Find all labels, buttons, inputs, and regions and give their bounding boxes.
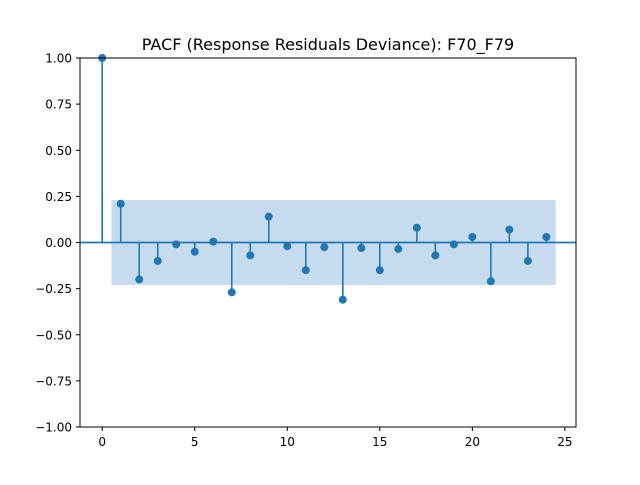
stem-marker-lag-8 (246, 251, 255, 260)
stem-marker-lag-21 (486, 277, 495, 286)
stem-marker-lag-3 (153, 256, 162, 265)
stem-marker-lag-7 (227, 288, 236, 297)
stem-marker-lag-6 (209, 237, 218, 246)
stem-marker-lag-18 (431, 251, 440, 260)
stem-marker-lag-16 (394, 244, 403, 253)
x-tick-label: 15 (372, 435, 387, 449)
y-tick-label: 0.50 (45, 144, 72, 158)
stem-marker-lag-15 (375, 266, 384, 275)
y-tick-label: 0.75 (45, 98, 72, 112)
y-tick-label: −0.75 (35, 374, 72, 388)
x-tick-label: 0 (98, 435, 106, 449)
stem-marker-lag-24 (542, 232, 551, 241)
stem-marker-lag-12 (320, 243, 329, 252)
stem-marker-lag-13 (338, 295, 347, 304)
y-tick-label: 0.25 (45, 190, 72, 204)
stem-marker-lag-1 (116, 199, 125, 208)
chart-title: PACF (Response Residuals Deviance): F70_… (142, 35, 514, 55)
y-tick-label: 0.00 (45, 236, 72, 250)
plot-area: 0 5 10 15 20 25 1.00 0.75 0.50 0.25 0.00 −0.25 −0.50… (35, 52, 577, 449)
x-tick-label: 20 (465, 435, 480, 449)
y-tick-label: −0.25 (35, 282, 72, 296)
x-tick-label: 25 (557, 435, 572, 449)
stem-marker-lag-17 (412, 223, 421, 232)
stem-marker-lag-10 (283, 242, 292, 251)
y-tick-label: −0.50 (35, 328, 72, 342)
stem-marker-lag-22 (505, 225, 514, 234)
y-tick-label: −1.00 (35, 421, 72, 435)
stem-marker-lag-2 (135, 275, 144, 284)
y-tick-label: 1.00 (45, 52, 72, 66)
stem-marker-lag-9 (264, 212, 273, 221)
stem-marker-lag-19 (449, 240, 458, 249)
stem-marker-lag-23 (523, 256, 532, 265)
stem-marker-lag-20 (468, 232, 477, 241)
stem-marker-lag-14 (357, 244, 366, 253)
x-tick-label: 10 (280, 435, 295, 449)
stem-marker-lag-11 (301, 266, 310, 275)
stem-marker-lag-4 (172, 240, 181, 249)
x-tick-label: 5 (191, 435, 199, 449)
stem-marker-lag-5 (190, 247, 199, 256)
